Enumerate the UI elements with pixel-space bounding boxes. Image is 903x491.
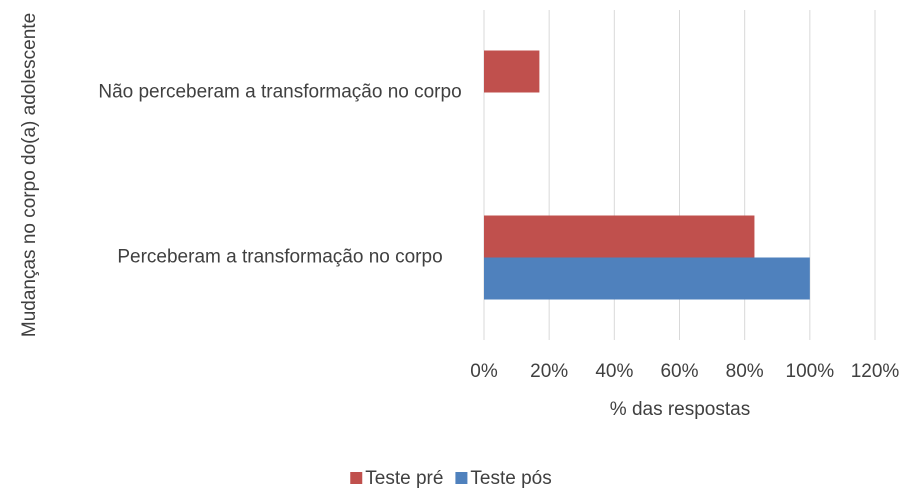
x-tick-label: 60% xyxy=(660,361,698,382)
legend-label: Teste pré xyxy=(365,468,443,489)
legend-item: Teste pré xyxy=(350,468,443,489)
x-tick-label: 80% xyxy=(726,361,764,382)
bar xyxy=(484,50,540,93)
x-axis-title: % das respostas xyxy=(610,399,750,420)
bar xyxy=(484,215,755,258)
legend-label: Teste pós xyxy=(470,468,551,489)
bar xyxy=(484,257,810,300)
legend-item: Teste pós xyxy=(455,468,552,489)
y-axis-title: Mudanças no corpo do(a) adolescente xyxy=(19,13,40,337)
x-tick-label: 40% xyxy=(595,361,633,382)
x-tick-label: 120% xyxy=(851,361,900,382)
legend-swatch xyxy=(455,472,468,484)
x-tick-label: 20% xyxy=(530,361,568,382)
y-tick-label: Não perceberam a transformação no corpo xyxy=(98,82,461,103)
x-tick-label: 0% xyxy=(470,361,498,382)
y-tick-label: Perceberam a transformação no corpo xyxy=(117,247,442,268)
x-tick-label: 100% xyxy=(786,361,835,382)
legend-swatch xyxy=(350,472,363,484)
